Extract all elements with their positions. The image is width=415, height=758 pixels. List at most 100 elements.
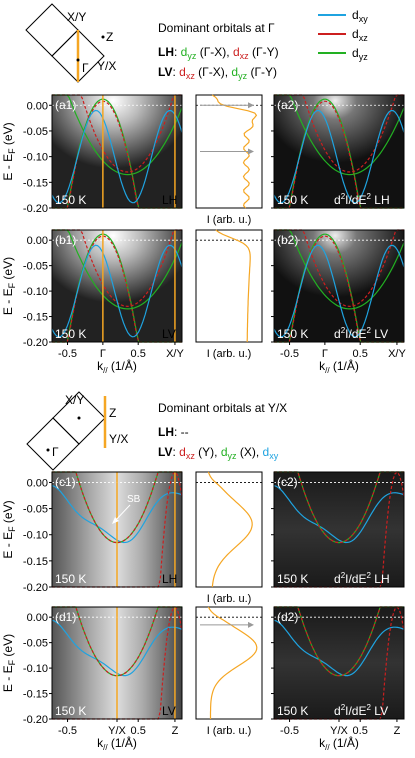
x-tick-label: Y/X xyxy=(108,725,126,737)
y-tick-label: -0.05 xyxy=(23,504,48,516)
panel-temp: 150 K xyxy=(277,193,308,207)
band-dyz-electron xyxy=(52,229,183,310)
bz-diagram-bottom: X/Y Z Y/X Γ xyxy=(26,391,128,471)
y-axis-label: E - EF (eV) xyxy=(1,257,17,315)
bottom-orbital-text: Dominant orbitals at Y/X LH: -- LV: dxz … xyxy=(158,401,287,461)
panel-mode: LV xyxy=(162,704,176,718)
x-tick-label: Y/X xyxy=(330,725,348,737)
y-tick-label: -0.15 xyxy=(23,312,48,324)
y-axis-label: E - EF (eV) xyxy=(1,634,17,692)
panel-id: (b1) xyxy=(55,233,76,247)
x-tick-label: 0.5 xyxy=(353,348,368,360)
y-tick-label: -0.05 xyxy=(23,261,48,273)
edc-peak-arrowhead xyxy=(248,148,254,155)
panel-frame xyxy=(51,229,183,343)
panel-id: (a2) xyxy=(277,98,298,112)
x-tick-label: -0.5 xyxy=(280,348,299,360)
x-tick-label: -0.5 xyxy=(58,348,77,360)
edc-x-label: I (arb. u.) xyxy=(207,725,252,737)
panel-deriv-label: d2I/dE2 LV xyxy=(334,326,388,341)
x-tick-label: Z xyxy=(172,725,179,737)
panel-temp: 150 K xyxy=(55,704,86,718)
y-tick-label: -0.15 xyxy=(23,556,48,568)
panel-frame xyxy=(273,94,405,209)
panel-id: (c2) xyxy=(277,475,298,489)
panel-frame xyxy=(273,229,405,343)
bz-bottom-label-xy: X/Y xyxy=(65,393,84,407)
panel-temp: 150 K xyxy=(55,572,86,586)
panel-mode: LH xyxy=(162,572,177,586)
panel-mode: LH xyxy=(162,193,177,207)
edc-x-label: I (arb. u.) xyxy=(207,348,252,360)
x-axis-label: k// (1/Å) xyxy=(97,358,137,375)
x-tick-label: 0.5 xyxy=(353,725,368,737)
bottom-legend-lh: LH: -- xyxy=(158,425,189,439)
panel-deriv-label: d2I/dE2 LV xyxy=(334,703,388,718)
panel-id: (b2) xyxy=(277,233,298,247)
y-tick-label: -0.10 xyxy=(23,286,48,298)
y-tick-label: -0.20 xyxy=(23,337,48,349)
edc-frame xyxy=(195,229,263,343)
panel-temp: 150 K xyxy=(277,704,308,718)
y-tick-label: -0.10 xyxy=(23,152,48,164)
y-tick-label: -0.20 xyxy=(23,582,48,594)
x-tick-label: 0.5 xyxy=(131,725,146,737)
panel-frame xyxy=(51,94,183,209)
y-tick-label: -0.20 xyxy=(23,714,48,726)
edc-peak-arrowhead xyxy=(248,621,254,628)
panel-frame xyxy=(273,471,405,588)
arpes-image xyxy=(52,95,182,208)
band-dxy xyxy=(273,109,405,204)
x-tick-label: -0.5 xyxy=(280,725,299,737)
arpes-image xyxy=(274,472,404,587)
x-axis-label: k// (1/Å) xyxy=(97,735,137,752)
bz-label-xy: X/Y xyxy=(67,10,86,24)
panel-temp: 150 K xyxy=(277,572,308,586)
edc-x-label: I (arb. u.) xyxy=(207,214,252,226)
y-tick-label: 0.00 xyxy=(27,477,48,489)
panel-id: (d1) xyxy=(55,610,76,624)
panel-mode: LV xyxy=(162,327,176,341)
edc-x-label: I (arb. u.) xyxy=(207,593,252,605)
y-tick-label: 0.00 xyxy=(27,100,48,112)
panel-deriv-label: d2I/dE2 LH xyxy=(334,571,390,586)
legend-label-xz: dxz xyxy=(352,27,368,43)
top-legend-lh: LH: dyz (Γ-X), dxz (Γ-Y) xyxy=(158,45,279,61)
y-tick-label: -0.15 xyxy=(23,177,48,189)
arpes-image xyxy=(274,230,404,342)
top-legend-title: Dominant orbitals at Γ xyxy=(158,21,275,35)
bz-label-gamma: Γ xyxy=(82,61,89,75)
panel-id: (a1) xyxy=(55,98,76,112)
legend-label-xy: dxy xyxy=(352,8,368,24)
panels: (a1) 150 K LH (a2) 150 K d2I/dE2 LH 0.00 -0.05 -… xyxy=(1,94,406,752)
arpes-image xyxy=(274,607,404,719)
top-legend-lv: LV: dxz (Γ-X), dyz (Γ-Y) xyxy=(158,65,277,81)
y-tick-label: -0.10 xyxy=(23,663,48,675)
y-axis-label: E - EF (eV) xyxy=(1,122,17,180)
panel-temp: 150 K xyxy=(55,193,86,207)
band-dxy xyxy=(273,244,405,338)
x-tick-label: X/Y xyxy=(166,348,184,360)
band-dxy xyxy=(273,485,405,544)
y-tick-label: 0.00 xyxy=(27,612,48,624)
band-dxy xyxy=(273,619,405,677)
y-tick-label: -0.10 xyxy=(23,530,48,542)
sb-annotation: SB xyxy=(127,494,141,505)
band-dyz-electron xyxy=(274,229,405,310)
panel-id: (c1) xyxy=(55,475,76,489)
panel-temp: 150 K xyxy=(55,327,86,341)
x-tick-label: Z xyxy=(394,725,401,737)
arpes-image xyxy=(274,95,404,208)
bz-bottom-label-gamma: Γ xyxy=(52,445,59,459)
arpes-image xyxy=(52,230,182,342)
band-dyz-electron xyxy=(274,94,405,176)
bz-bottom-label-yx: Y/X xyxy=(109,432,128,446)
sb-arrowhead xyxy=(112,517,119,524)
panel-id: (d2) xyxy=(277,610,298,624)
edc-curve xyxy=(215,229,251,342)
legend-label-yz: dyz xyxy=(352,46,368,62)
panel-frame xyxy=(51,471,183,588)
y-axis-label: E - EF (eV) xyxy=(1,500,17,558)
y-tick-label: -0.15 xyxy=(23,689,48,701)
